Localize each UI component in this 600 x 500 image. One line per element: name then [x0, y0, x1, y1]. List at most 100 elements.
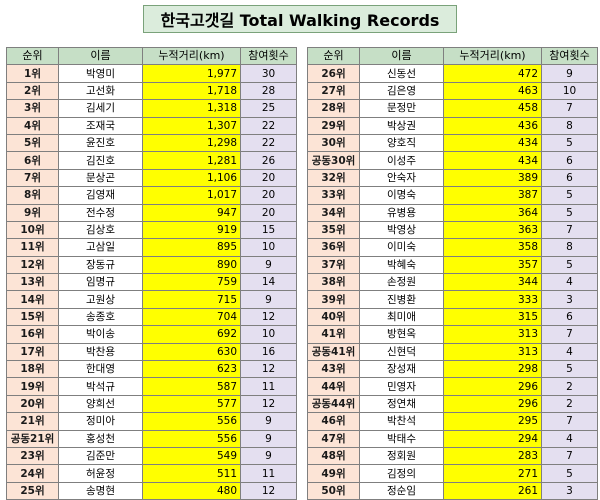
table-row: 13위 임명규 759 14 [6, 273, 297, 292]
rank-cell: 39위 [307, 290, 360, 309]
rank-cell: 12위 [6, 255, 59, 275]
count-cell: 25 [240, 99, 297, 118]
table-row: 1위 박영미 1,977 30 [6, 64, 297, 83]
count-cell: 12 [240, 360, 297, 379]
count-cell: 6 [541, 151, 598, 170]
count-cell: 11 [240, 377, 297, 396]
count-cell: 7 [541, 446, 598, 466]
name-cell: 박찬용 [58, 342, 143, 362]
records-body-right: 26위 신동선 472 9 27위 김은영 463 10 28위 문정만 458 7 29위 박상권 436… [307, 64, 598, 500]
rank-cell: 17위 [6, 342, 59, 362]
rank-cell: 3위 [6, 99, 59, 118]
table-row: 40위 최미애 315 6 [307, 307, 598, 327]
table-row: 7위 문상곤 1,106 20 [6, 168, 297, 188]
page-title: 한국고갯길 Total Walking Records [160, 11, 440, 30]
rank-cell: 1위 [6, 64, 59, 83]
records-body-left: 1위 박영미 1,977 30 2위 고선화 1,718 28 3위 김세기 1,318 25 4위 조재… [6, 64, 297, 500]
distance-cell: 1,106 [142, 168, 241, 188]
table-row: 공동44위 정연채 296 2 [307, 394, 598, 414]
rank-cell: 46위 [307, 412, 360, 431]
distance-cell: 556 [142, 412, 241, 431]
distance-cell: 333 [443, 290, 542, 309]
distance-cell: 630 [142, 342, 241, 362]
header-distance: 누적거리(km) [142, 46, 241, 66]
count-cell: 26 [240, 151, 297, 170]
name-cell: 이미숙 [359, 238, 444, 257]
name-cell: 조재국 [58, 116, 143, 135]
distance-cell: 363 [443, 220, 542, 240]
count-cell: 9 [240, 412, 297, 431]
table-row: 25위 송명현 480 12 [6, 481, 297, 500]
table-row: 30위 양호직 434 5 [307, 133, 598, 153]
distance-cell: 315 [443, 307, 542, 327]
distance-cell: 919 [142, 220, 241, 240]
rank-cell: 21위 [6, 412, 59, 431]
count-cell: 9 [240, 290, 297, 309]
rank-cell: 공동44위 [307, 394, 360, 414]
count-cell: 14 [240, 273, 297, 292]
table-row: 6위 김진호 1,281 26 [6, 151, 297, 170]
rank-cell: 4위 [6, 116, 59, 135]
distance-cell: 271 [443, 464, 542, 483]
rank-cell: 40위 [307, 307, 360, 327]
rank-cell: 47위 [307, 429, 360, 448]
name-cell: 김영재 [58, 186, 143, 205]
rank-cell: 19위 [6, 377, 59, 396]
distance-cell: 947 [142, 203, 241, 222]
name-cell: 박이송 [58, 325, 143, 344]
name-cell: 김세기 [58, 99, 143, 118]
count-cell: 10 [240, 238, 297, 257]
count-cell: 2 [541, 394, 598, 414]
count-cell: 9 [240, 255, 297, 275]
name-cell: 한대영 [58, 360, 143, 379]
rank-cell: 36위 [307, 238, 360, 257]
table-row: 44위 민영자 296 2 [307, 377, 598, 396]
name-cell: 문정만 [359, 99, 444, 118]
distance-cell: 623 [142, 360, 241, 379]
name-cell: 장성재 [359, 360, 444, 379]
count-cell: 20 [240, 186, 297, 205]
count-cell: 15 [240, 220, 297, 240]
name-cell: 전수정 [58, 203, 143, 222]
distance-cell: 556 [142, 429, 241, 448]
header-count: 참여횟수 [240, 46, 297, 66]
name-cell: 송명현 [58, 481, 143, 500]
rank-cell: 35위 [307, 220, 360, 240]
rank-cell: 34위 [307, 203, 360, 222]
distance-cell: 895 [142, 238, 241, 257]
rank-cell: 24위 [6, 464, 59, 483]
count-cell: 7 [541, 99, 598, 118]
table-row: 35위 박영상 363 7 [307, 220, 598, 240]
distance-cell: 549 [142, 446, 241, 466]
header-row: 순위 이름 누적거리(km) 참여횟수 [6, 46, 297, 66]
count-cell: 20 [240, 203, 297, 222]
count-cell: 5 [541, 255, 598, 275]
distance-cell: 577 [142, 394, 241, 414]
name-cell: 진병환 [359, 290, 444, 309]
count-cell: 10 [240, 325, 297, 344]
distance-cell: 692 [142, 325, 241, 344]
rank-cell: 공동41위 [307, 342, 360, 362]
table-row: 9위 전수정 947 20 [6, 203, 297, 222]
distance-cell: 436 [443, 116, 542, 135]
table-row: 37위 박혜숙 357 5 [307, 255, 598, 275]
rank-cell: 16위 [6, 325, 59, 344]
count-cell: 5 [541, 203, 598, 222]
count-cell: 11 [240, 464, 297, 483]
rank-cell: 11위 [6, 238, 59, 257]
table-row: 16위 박이송 692 10 [6, 325, 297, 344]
rank-cell: 41위 [307, 325, 360, 344]
table-row: 15위 송종호 704 12 [6, 307, 297, 327]
header-rank: 순위 [6, 46, 59, 66]
distance-cell: 511 [142, 464, 241, 483]
distance-cell: 296 [443, 377, 542, 396]
name-cell: 박영상 [359, 220, 444, 240]
name-cell: 홍성천 [58, 429, 143, 448]
distance-cell: 434 [443, 133, 542, 153]
distance-cell: 389 [443, 168, 542, 188]
name-cell: 고원상 [58, 290, 143, 309]
distance-cell: 1,318 [142, 99, 241, 118]
rank-cell: 23위 [6, 446, 59, 466]
rank-cell: 2위 [6, 81, 59, 101]
table-row: 32위 안숙자 389 6 [307, 168, 598, 188]
